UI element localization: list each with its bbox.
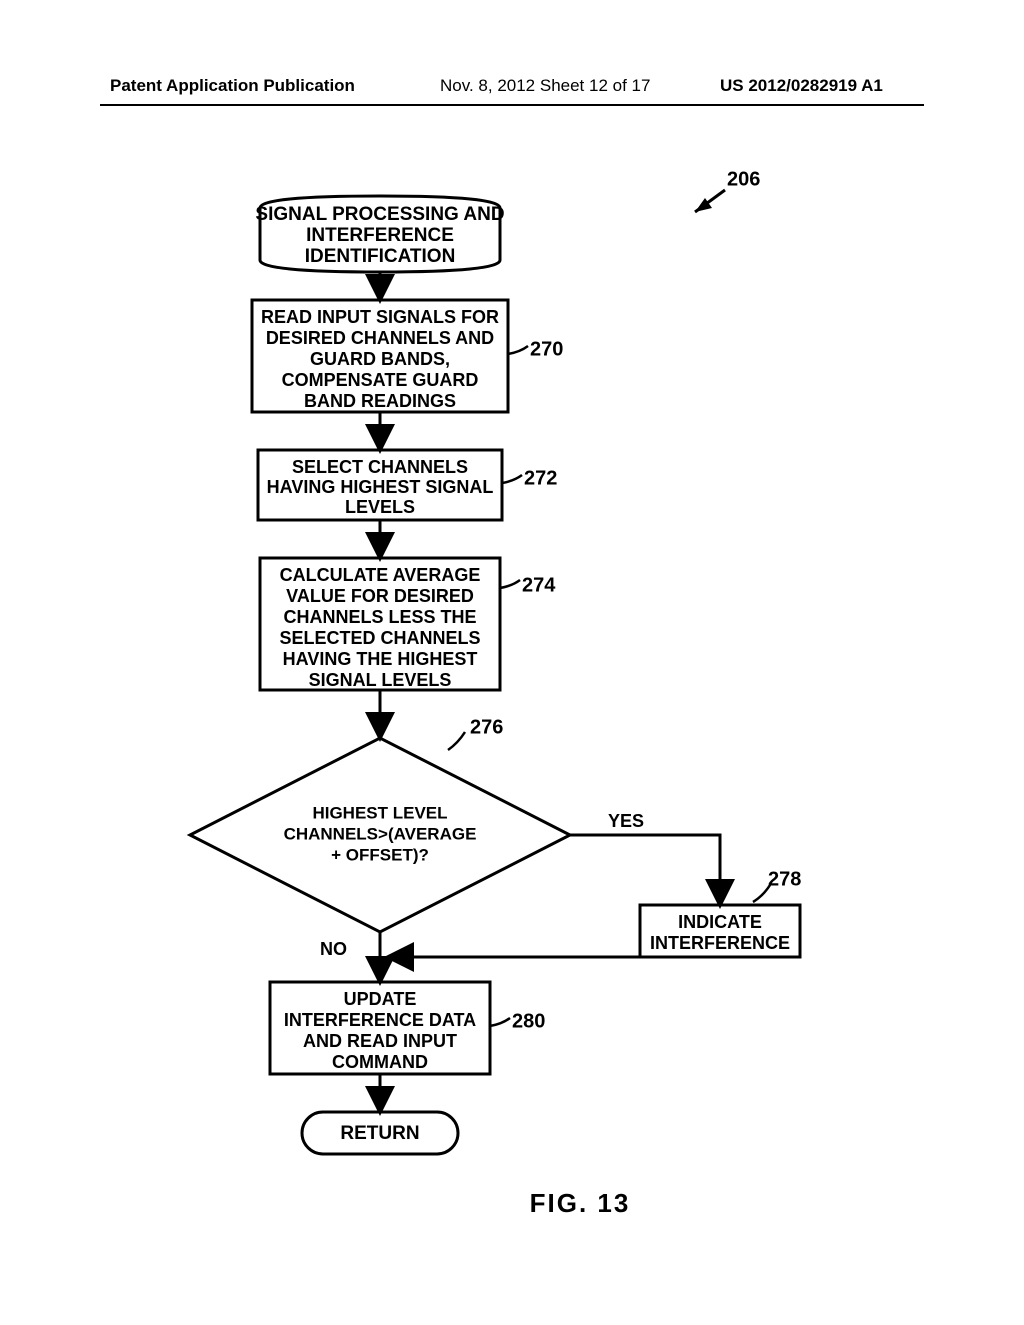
leader-270 [508, 346, 528, 354]
svg-text:COMMAND: COMMAND [332, 1052, 428, 1072]
svg-text:+ OFFSET)?: + OFFSET)? [331, 845, 429, 864]
header-left: Patent Application Publication [110, 76, 355, 96]
process-278: INDICATE INTERFERENCE [640, 905, 800, 957]
svg-text:CHANNELS>(AVERAGE: CHANNELS>(AVERAGE [284, 824, 477, 843]
svg-text:HIGHEST LEVEL: HIGHEST LEVEL [312, 803, 447, 822]
svg-text:HAVING THE HIGHEST: HAVING THE HIGHEST [283, 649, 478, 669]
label-yes: YES [608, 811, 644, 831]
page-header: Patent Application Publication Nov. 8, 2… [0, 76, 1024, 106]
figure-label: FIG. 13 [530, 1188, 631, 1218]
ref-278: 278 [768, 868, 801, 890]
leader-280 [490, 1018, 510, 1026]
terminal-start: SIGNAL PROCESSING AND INTERFERENCE IDENT… [255, 196, 504, 272]
svg-text:UPDATE: UPDATE [344, 989, 417, 1009]
page: Patent Application Publication Nov. 8, 2… [0, 0, 1024, 1320]
header-rule [100, 104, 924, 106]
ref-270: 270 [530, 338, 563, 360]
ref-274: 274 [522, 574, 556, 596]
svg-text:BAND READINGS: BAND READINGS [304, 391, 456, 411]
process-274: CALCULATE AVERAGE VALUE FOR DESIRED CHAN… [260, 558, 500, 690]
arrow-yes [570, 835, 720, 903]
header-right: US 2012/0282919 A1 [720, 76, 883, 96]
leader-276 [448, 732, 465, 750]
ref-280: 280 [512, 1010, 545, 1032]
svg-text:DESIRED CHANNELS AND: DESIRED CHANNELS AND [266, 328, 494, 348]
figure-ref-206: 206 [727, 168, 760, 190]
svg-text:GUARD BANDS,: GUARD BANDS, [310, 349, 450, 369]
terminal-return: RETURN [302, 1112, 458, 1154]
ref-272: 272 [524, 467, 557, 489]
svg-text:SIGNAL LEVELS: SIGNAL LEVELS [309, 670, 452, 690]
svg-text:SELECTED CHANNELS: SELECTED CHANNELS [279, 628, 480, 648]
svg-text:INDICATE: INDICATE [678, 912, 762, 932]
svg-text:CALCULATE AVERAGE: CALCULATE AVERAGE [280, 565, 481, 585]
svg-text:RETURN: RETURN [340, 1123, 419, 1144]
svg-text:READ INPUT SIGNALS FOR: READ INPUT SIGNALS FOR [261, 307, 499, 327]
leader-274 [500, 580, 520, 588]
decision-276: HIGHEST LEVEL CHANNELS>(AVERAGE + OFFSET… [190, 738, 570, 932]
svg-text:AND READ INPUT: AND READ INPUT [303, 1031, 457, 1051]
start-line-0: SIGNAL PROCESSING AND [255, 204, 504, 225]
process-270: READ INPUT SIGNALS FOR DESIRED CHANNELS … [252, 300, 508, 412]
leader-272 [502, 475, 522, 483]
ref-276: 276 [470, 716, 503, 738]
svg-text:INTERFERENCE: INTERFERENCE [650, 933, 790, 953]
svg-text:SELECT CHANNELS: SELECT CHANNELS [292, 457, 468, 477]
svg-text:LEVELS: LEVELS [345, 497, 415, 517]
process-272: SELECT CHANNELS HAVING HIGHEST SIGNAL LE… [258, 450, 502, 520]
svg-text:COMPENSATE GUARD: COMPENSATE GUARD [282, 370, 479, 390]
svg-text:VALUE FOR DESIRED: VALUE FOR DESIRED [286, 586, 474, 606]
leader-278 [753, 885, 770, 902]
process-280: UPDATE INTERFERENCE DATA AND READ INPUT … [270, 982, 490, 1074]
start-line-2: IDENTIFICATION [305, 246, 456, 267]
svg-text:HAVING HIGHEST SIGNAL: HAVING HIGHEST SIGNAL [267, 477, 494, 497]
flowchart: 206 SIGNAL PROCESSING AND INTERFERENCE I… [0, 150, 1024, 1320]
svg-text:CHANNELS LESS THE: CHANNELS LESS THE [283, 607, 476, 627]
start-line-1: INTERFERENCE [306, 225, 454, 246]
svg-text:INTERFERENCE DATA: INTERFERENCE DATA [284, 1010, 476, 1030]
label-no: NO [320, 939, 347, 959]
header-mid: Nov. 8, 2012 Sheet 12 of 17 [440, 76, 650, 96]
